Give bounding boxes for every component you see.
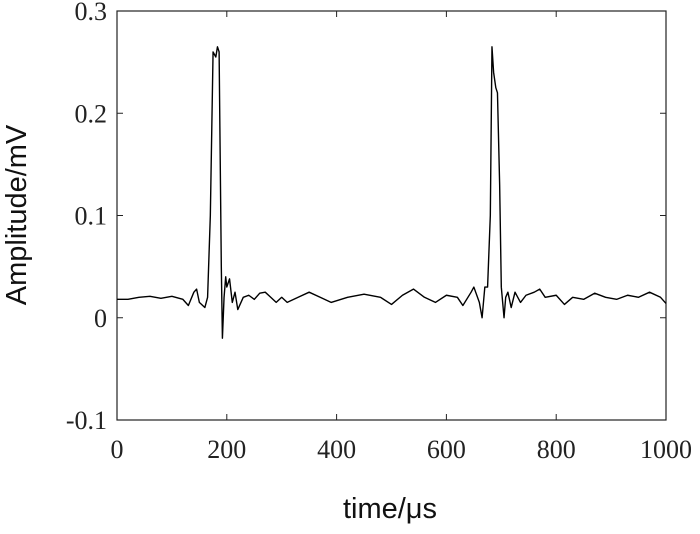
x-tick-label: 1000 — [640, 435, 692, 464]
x-tick-label: 600 — [427, 435, 466, 464]
x-axis-label: time/μs — [343, 493, 437, 525]
y-tick-label: -0.1 — [66, 406, 107, 435]
x-tick-label: 800 — [537, 435, 576, 464]
y-axis-label: Amplitude/mV — [1, 124, 33, 305]
y-tick-label: 0 — [94, 304, 107, 333]
x-tick-label: 400 — [317, 435, 356, 464]
x-tick-label: 200 — [207, 435, 246, 464]
plot-frame — [116, 10, 667, 421]
y-tick-label: 0.1 — [75, 202, 108, 231]
x-tick-label: 0 — [111, 435, 124, 464]
y-tick-label: 0.3 — [75, 0, 108, 26]
y-tick-label: 0.2 — [75, 99, 108, 128]
signal-line — [117, 46, 667, 339]
